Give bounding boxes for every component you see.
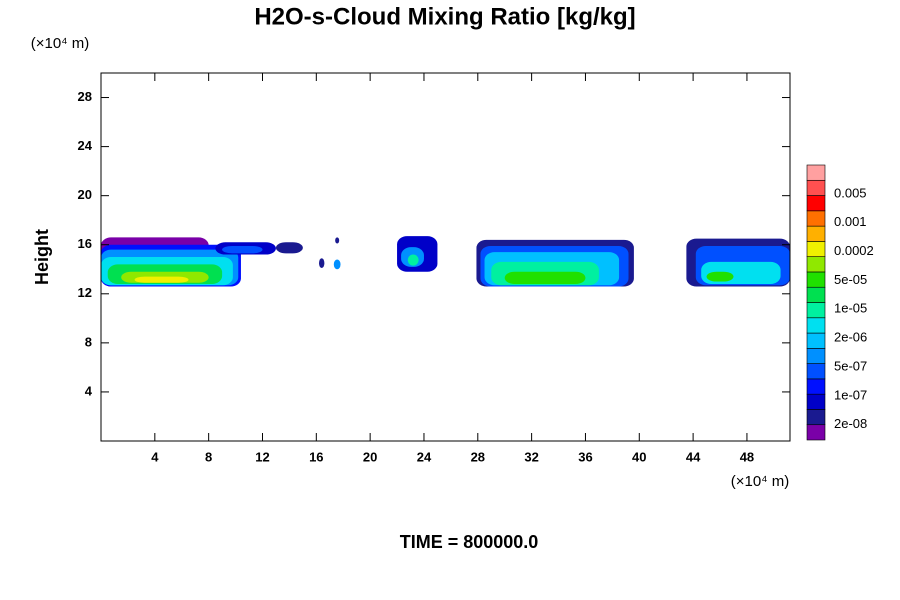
- colorbar-label: 2e-06: [834, 330, 867, 345]
- y-tick-label: 28: [78, 89, 92, 104]
- contour-patch: [222, 245, 263, 254]
- colorbar-swatch: [806, 348, 826, 364]
- colorbar-label: 0.001: [834, 214, 867, 229]
- contour-patch: [319, 258, 325, 269]
- colorbar-swatch: [806, 393, 826, 410]
- colorbar-label: 2e-08: [834, 416, 867, 431]
- colorbar-swatch: [806, 179, 826, 196]
- x-tick-label: 16: [309, 449, 323, 464]
- colorbar-label: 1e-07: [834, 387, 867, 402]
- x-tick-label: 8: [205, 449, 212, 464]
- x-tick-label: 28: [471, 449, 485, 464]
- x-unit: (×10⁴ m): [731, 473, 790, 490]
- colorbar-label: 1e-05: [834, 301, 867, 316]
- colorbar-swatch: [806, 256, 826, 273]
- colorbar-swatch: [806, 286, 826, 303]
- colorbar-swatch: [806, 332, 826, 349]
- colorbar-swatch: [806, 378, 826, 395]
- y-tick-label: 20: [78, 187, 92, 202]
- plot-frame: [100, 72, 791, 442]
- colorbar-label: 0.0002: [834, 243, 874, 258]
- contour-patch: [335, 237, 340, 244]
- contour-patch: [407, 254, 419, 266]
- x-tick-label: 12: [255, 449, 269, 464]
- y-tick-label: 4: [85, 383, 93, 398]
- colorbar-swatch: [806, 195, 826, 212]
- y-tick-label: 8: [85, 334, 92, 349]
- colorbar-swatch: [806, 164, 826, 181]
- y-tick-label: 24: [78, 138, 93, 153]
- x-tick-label: 40: [632, 449, 646, 464]
- y-tick-label: 16: [78, 236, 92, 251]
- colorbar-swatch: [806, 409, 826, 426]
- x-tick-label: 32: [524, 449, 538, 464]
- x-tick-label: 24: [417, 449, 432, 464]
- colorbar-swatch: [806, 363, 826, 380]
- colorbar-swatch: [806, 424, 826, 441]
- colorbar-label: 5e-07: [834, 358, 867, 373]
- contour-patch: [706, 271, 734, 282]
- contour-patch: [504, 271, 586, 284]
- x-tick-label: 48: [740, 449, 754, 464]
- y-unit: (×10⁴ m): [31, 35, 90, 52]
- colorbar-swatch: [806, 271, 826, 288]
- colorbar-swatch: [806, 241, 826, 257]
- contour-patch: [134, 276, 189, 283]
- colorbar-swatch: [806, 210, 826, 227]
- contour-patch: [333, 259, 341, 270]
- colorbar-swatch: [806, 317, 826, 334]
- x-tick-label: 36: [578, 449, 592, 464]
- footer: TIME = 800000.0: [400, 532, 539, 552]
- colorbar-label: 0.005: [834, 185, 867, 200]
- colorbar-swatch: [806, 225, 826, 242]
- y-axis-label: Height: [32, 229, 52, 285]
- x-tick-label: 44: [686, 449, 701, 464]
- x-tick-label: 20: [363, 449, 377, 464]
- colorbar-label: 5e-05: [834, 272, 867, 287]
- chart-title: H2O-s-Cloud Mixing Ratio [kg/kg]: [254, 3, 635, 30]
- y-tick-label: 12: [78, 285, 92, 300]
- x-tick-label: 4: [151, 449, 159, 464]
- contour-patch: [275, 242, 303, 254]
- colorbar-swatch: [806, 302, 826, 319]
